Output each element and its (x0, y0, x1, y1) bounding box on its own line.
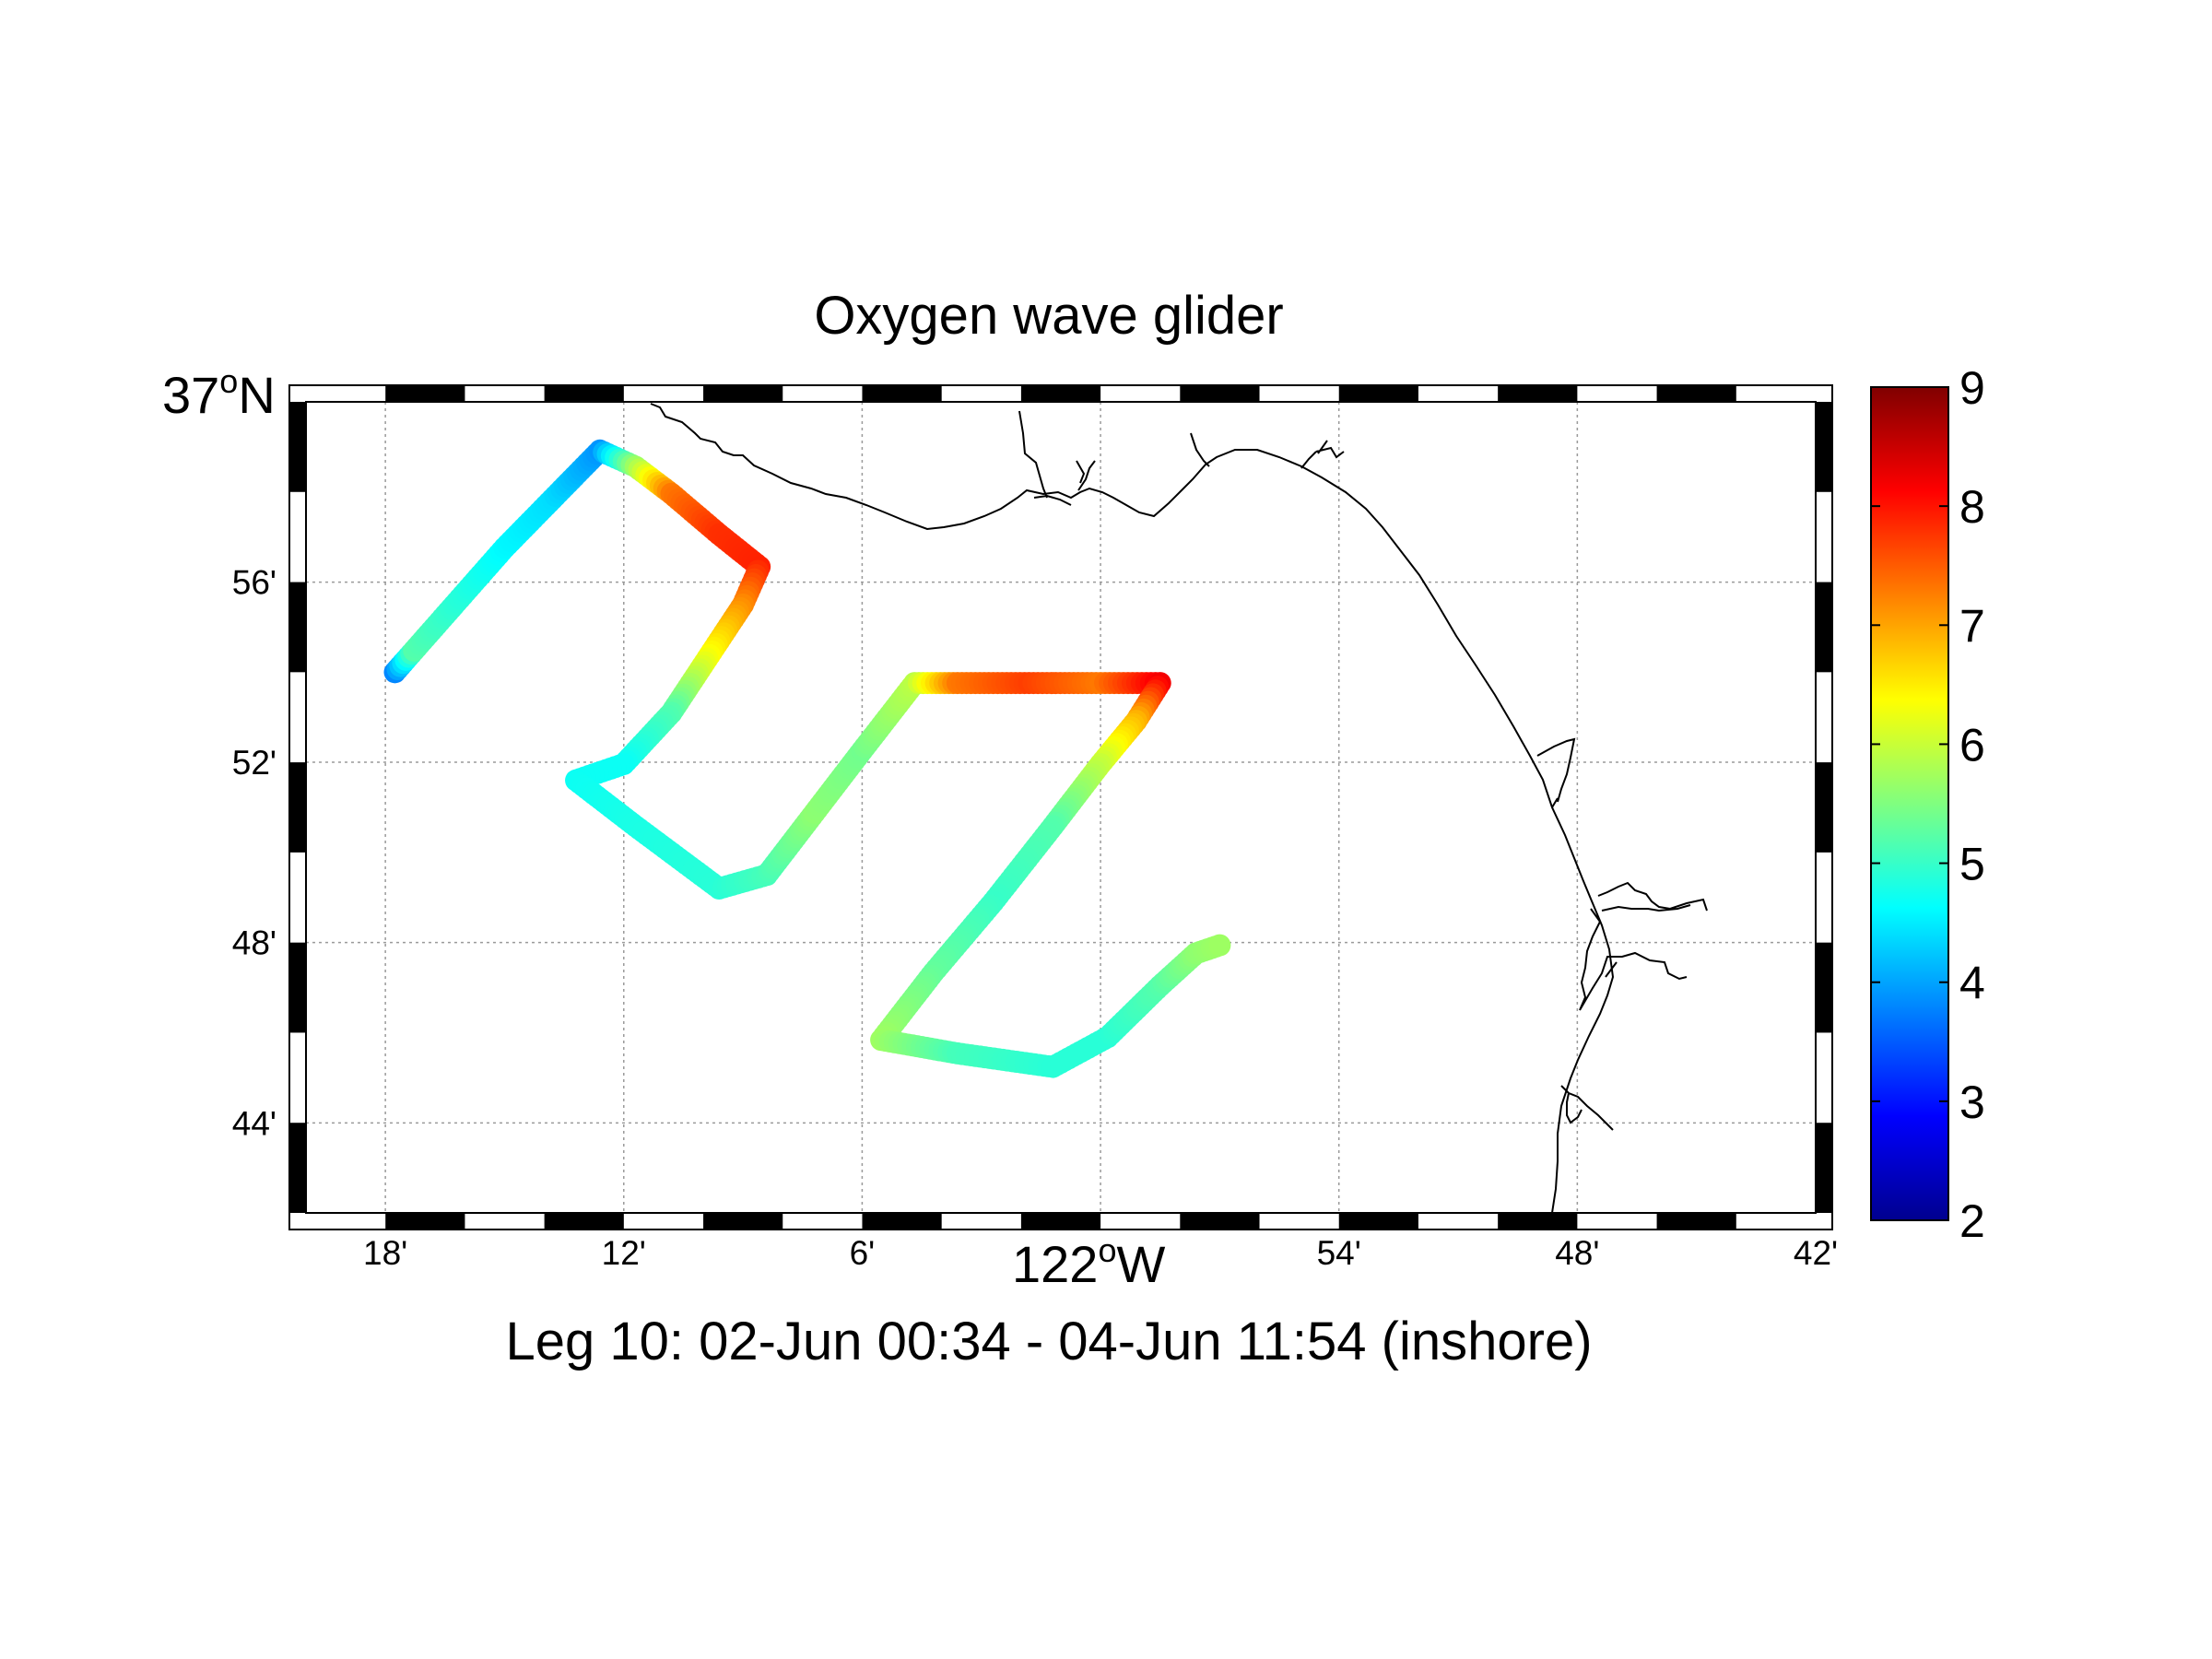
frame-segment-bottom (385, 1213, 465, 1230)
y-major-degrees: 37 (162, 366, 219, 424)
frame-segment-bottom (1180, 1213, 1260, 1230)
x-tick-label: 6' (850, 1234, 876, 1272)
colorbar-gradient (1870, 386, 1949, 1221)
colorbar-tick-label: 3 (1959, 1077, 1985, 1128)
frame-segment-right (1816, 762, 1832, 853)
frame-segment-top (1020, 385, 1101, 402)
frame-segment-bottom (1020, 1213, 1101, 1230)
frame-segment-right (1816, 1123, 1832, 1213)
y-major-label: 37oN (162, 362, 276, 424)
y-tick-label: 44' (232, 1104, 276, 1142)
colorbar-tick-label: 6 (1959, 719, 1985, 771)
glider-track (383, 439, 1231, 1078)
frame-segment-top (1656, 385, 1736, 402)
frame-segment-bottom (1656, 1213, 1736, 1230)
x-tick-label: 12' (602, 1234, 646, 1272)
colorbar-tick-label: 8 (1959, 481, 1985, 533)
frame-segment-right (1816, 402, 1832, 492)
y-major-degree-symbol: o (219, 362, 238, 400)
frame-segment-top (703, 385, 783, 402)
colorbar: 2 3 4 5 6 7 8 9 (1870, 362, 1985, 1247)
chart-subtitle: Leg 10: 02-Jun 00:34 - 04-Jun 11:54 (ins… (505, 1312, 1592, 1371)
y-tick-label: 52' (232, 744, 276, 782)
colorbar-tick-label: 4 (1959, 958, 1985, 1009)
river-inlets (1018, 410, 1708, 1131)
grid-lines (306, 402, 1816, 1213)
frame-segment-left (289, 762, 306, 853)
frame-segment-top (1498, 385, 1578, 402)
colorbar-tick-label: 7 (1959, 600, 1985, 652)
frame-segment-top (385, 385, 465, 402)
map-frame (288, 384, 1833, 1230)
frame-segment-left (289, 942, 306, 1033)
frame-segment-top (544, 385, 624, 402)
colorbar-tick-label: 5 (1959, 839, 1985, 890)
coastline (650, 403, 1615, 1213)
frame-segment-right (1816, 942, 1832, 1033)
x-major-hemisphere: W (1116, 1235, 1165, 1293)
frame-segment-right (1816, 582, 1832, 673)
y-tick-label: 48' (232, 924, 276, 962)
colorbar-tick-label: 2 (1959, 1195, 1985, 1247)
frame-segment-top (862, 385, 942, 402)
y-tick-label: 56' (232, 564, 276, 602)
frame-segment-top (1180, 385, 1260, 402)
map-axes: 18' 12' 6' 54' 48' 42'56'52'48'44' 122oW 37oN (162, 362, 1838, 1293)
x-tick-label: 54' (1317, 1234, 1361, 1272)
colorbar-tick-label: 9 (1959, 362, 1985, 414)
track-point (1208, 934, 1231, 957)
axis-tick-labels: 18' 12' 6' 54' 48' 42' 56' 52' 48' 44' (232, 564, 1838, 1272)
frame-segment-left (289, 582, 306, 673)
frame-segment-bottom (1498, 1213, 1578, 1230)
x-major-degree-symbol: o (1098, 1231, 1116, 1269)
x-tick-label: 48' (1555, 1234, 1599, 1272)
x-tick-label: 42' (1794, 1234, 1838, 1272)
y-major-hemisphere: N (238, 366, 275, 424)
frame-segment-bottom (862, 1213, 942, 1230)
frame-segment-left (289, 402, 306, 492)
x-tick-label: 18' (363, 1234, 407, 1272)
frame-segment-bottom (703, 1213, 783, 1230)
frame-segment-top (1338, 385, 1418, 402)
colorbar-ticks: 2 3 4 5 6 7 8 9 (1871, 362, 1985, 1247)
x-major-degrees: 122 (1012, 1235, 1098, 1293)
frame-segment-bottom (544, 1213, 624, 1230)
frame-segment-left (289, 1123, 306, 1213)
frame-segment-bottom (1338, 1213, 1418, 1230)
x-major-label: 122oW (1012, 1231, 1165, 1293)
chart-title: Oxygen wave glider (814, 286, 1283, 346)
